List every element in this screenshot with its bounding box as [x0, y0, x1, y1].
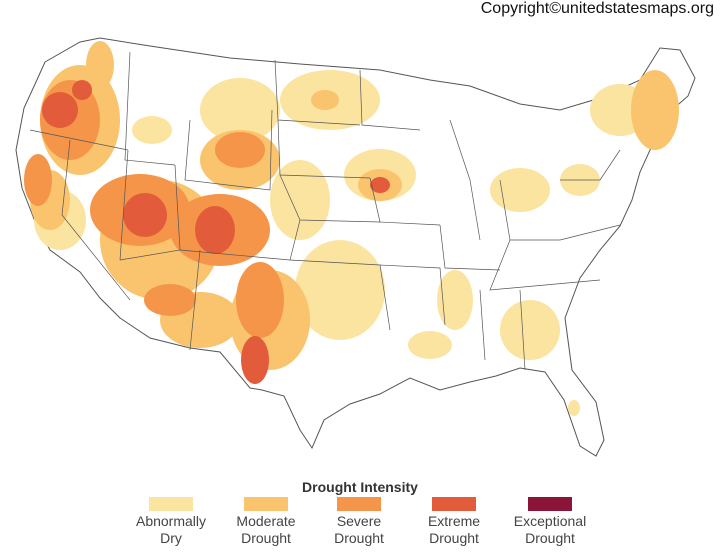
legend-item-abnormally-dry: Abnormally Dry	[123, 497, 219, 547]
legend-swatch	[432, 497, 476, 511]
legend-item-extreme-drought: Extreme Drought	[406, 497, 502, 547]
legend-label: Abnormally Dry	[135, 513, 207, 546]
copyright-text: Copyright©unitedstatesmaps.org	[480, 0, 714, 17]
legend-title: Drought Intensity	[302, 479, 418, 495]
legend-label: Moderate Drought	[236, 513, 296, 546]
legend-item-moderate-drought: Moderate Drought	[218, 497, 314, 547]
extreme-drought-regions	[42, 80, 390, 384]
legend-label: Severe Drought	[334, 513, 384, 546]
legend-label: Exceptional Drought	[513, 513, 587, 546]
legend-label: Extreme Drought	[427, 513, 481, 546]
legend-swatch	[337, 497, 381, 511]
state-borders	[29, 51, 621, 371]
legend-swatch	[244, 497, 288, 511]
us-drought-map	[15, 37, 696, 457]
legend-swatch	[528, 497, 572, 511]
legend-item-exceptional-drought: Exceptional Drought	[502, 497, 598, 547]
legend-swatch	[149, 497, 193, 511]
legend-item-severe-drought: Severe Drought	[311, 497, 407, 547]
